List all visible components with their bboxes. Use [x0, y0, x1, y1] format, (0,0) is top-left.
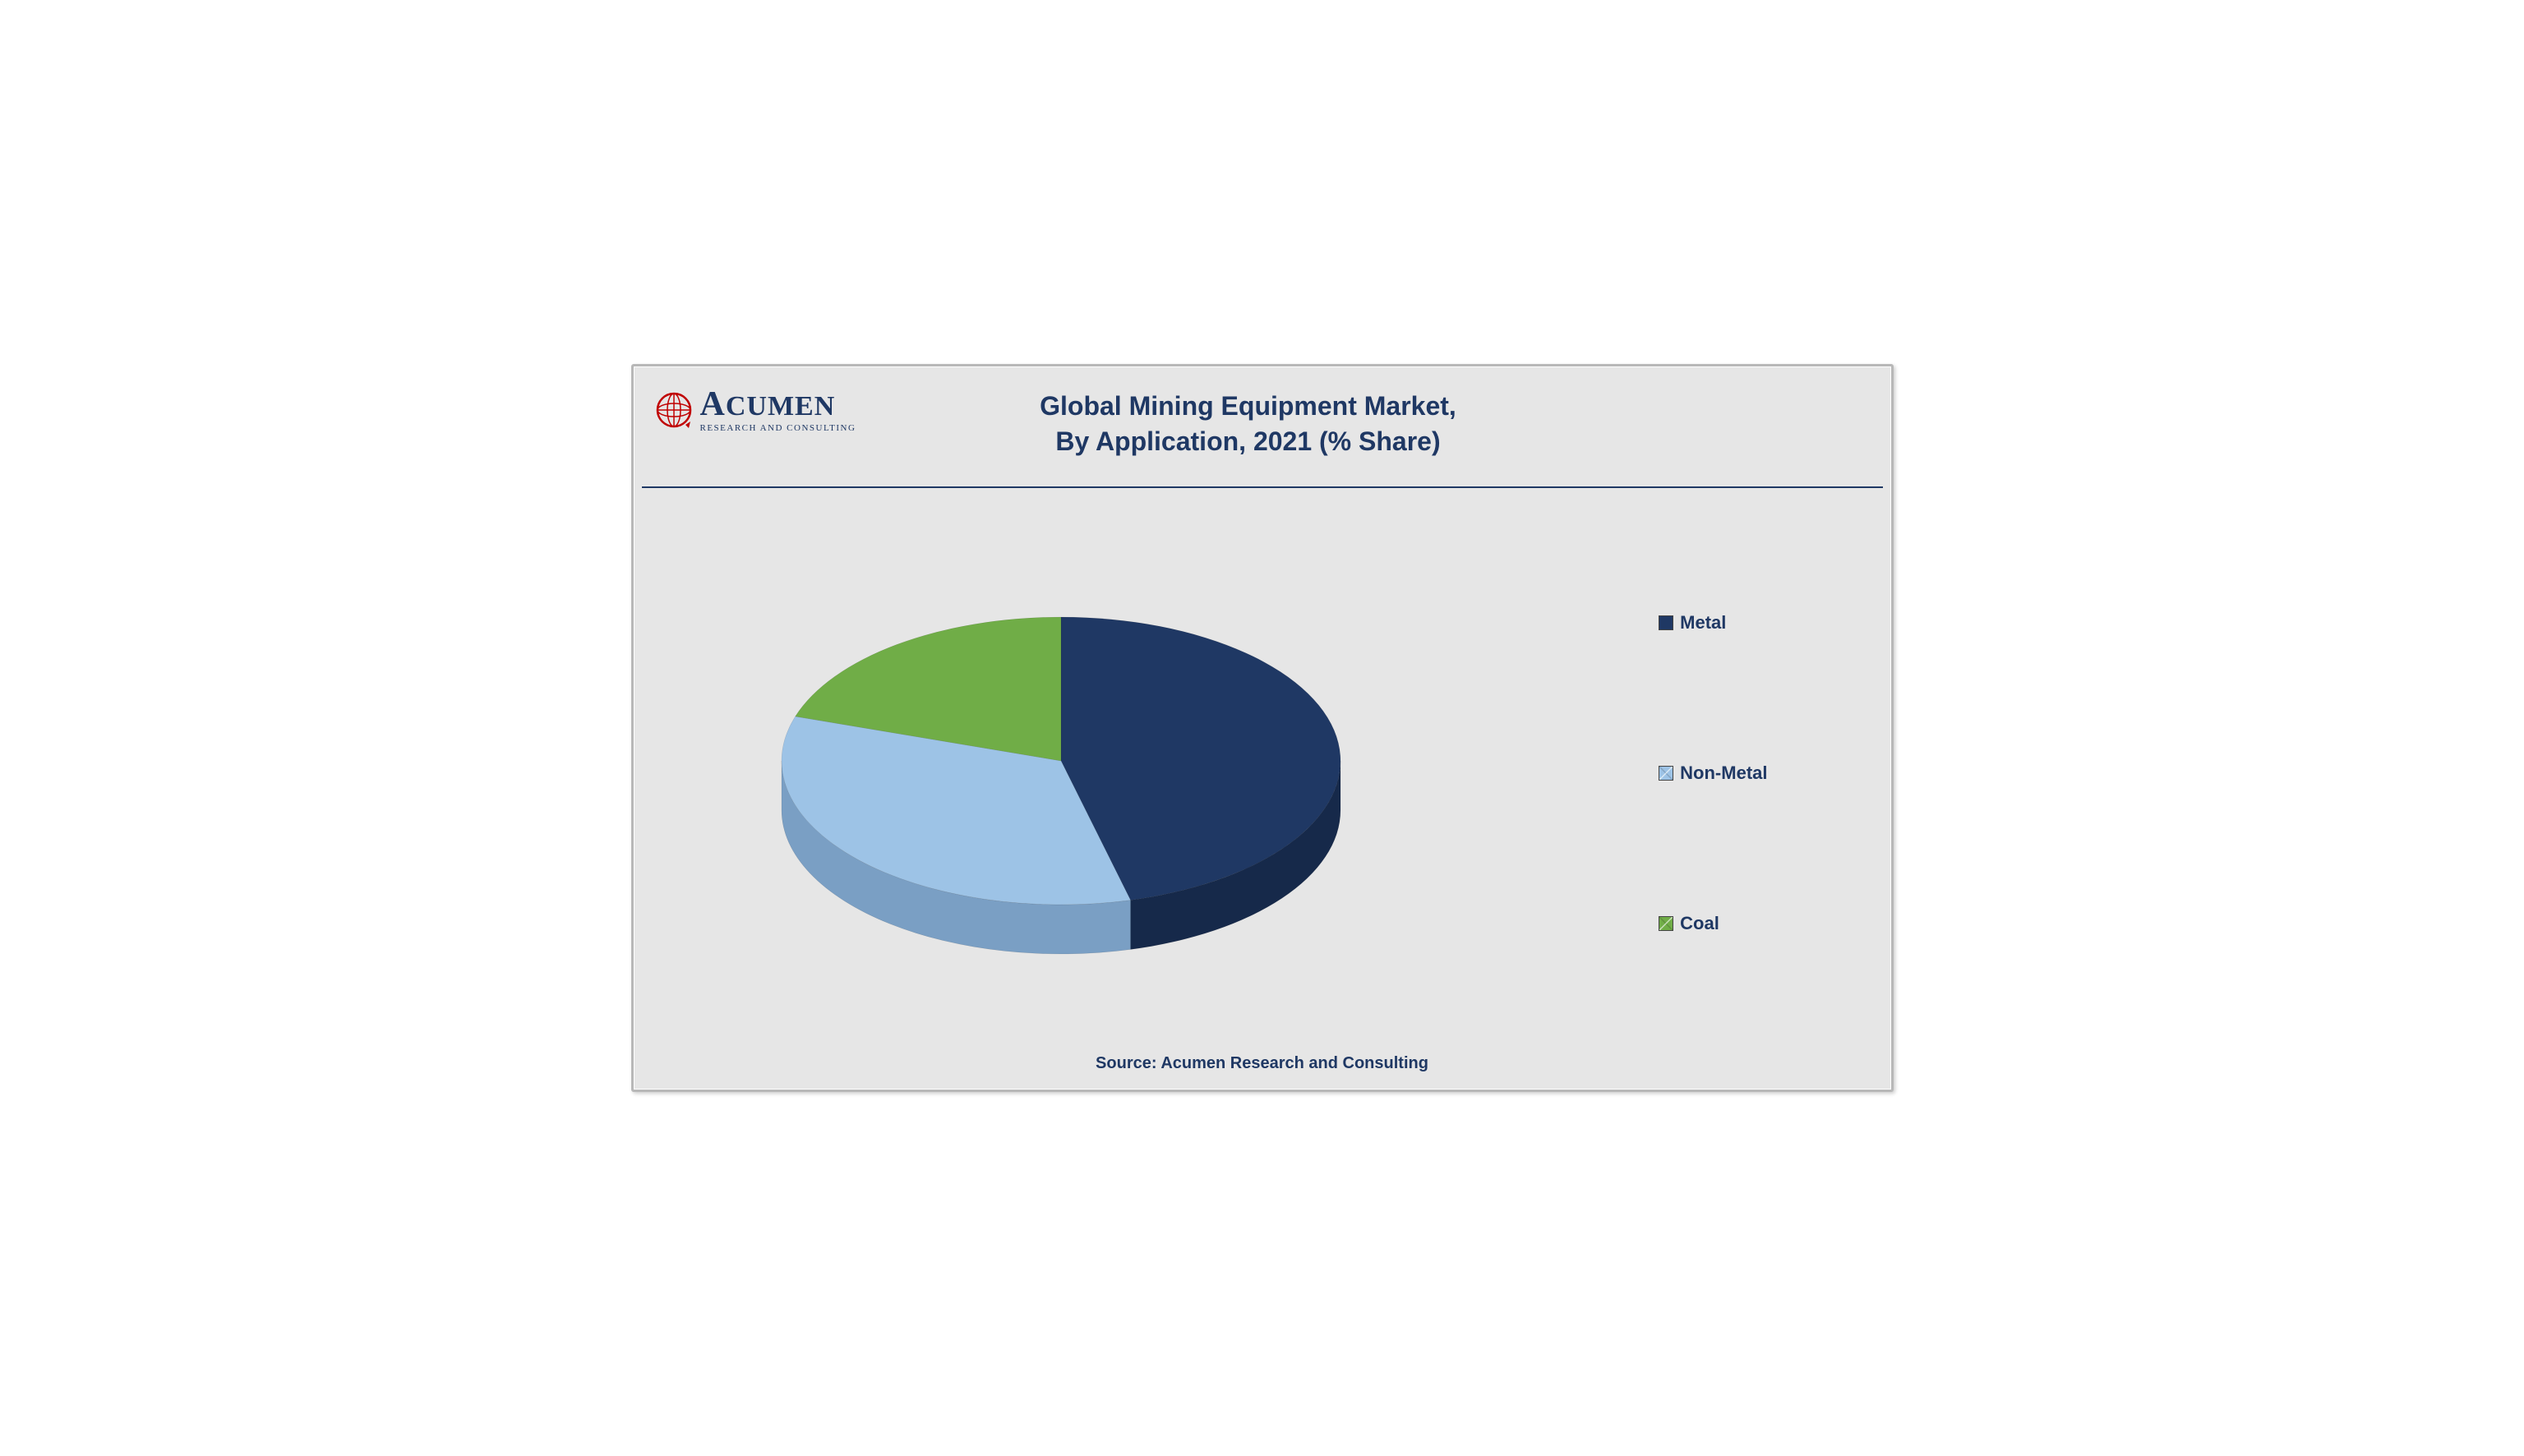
logo-brand: ACUMEN [700, 387, 856, 422]
pie-chart [745, 588, 1377, 983]
chart-frame: ACUMEN RESEARCH AND CONSULTING Global Mi… [631, 364, 1894, 1092]
title-line-2: By Application, 2021 (% Share) [856, 424, 1640, 459]
legend-label-coal: Coal [1680, 913, 1719, 934]
title-line-1: Global Mining Equipment Market, [856, 389, 1640, 424]
legend-swatch-metal [1659, 615, 1673, 630]
globe-icon [654, 390, 694, 430]
legend-item-metal: Metal [1659, 612, 1726, 634]
header: ACUMEN RESEARCH AND CONSULTING Global Mi… [634, 366, 1891, 459]
legend-label-metal: Metal [1680, 612, 1726, 634]
source-citation: Source: Acumen Research and Consulting [634, 1054, 1891, 1073]
chart-title: Global Mining Equipment Market, By Appli… [856, 389, 1640, 459]
header-divider [642, 486, 1883, 488]
legend-item-nonmetal: Non-Metal [1659, 763, 1767, 784]
logo: ACUMEN RESEARCH AND CONSULTING [654, 387, 856, 433]
logo-text: ACUMEN RESEARCH AND CONSULTING [700, 387, 856, 433]
legend-swatch-coal [1659, 916, 1673, 931]
chart-area: Metal Non-Metal Coal [634, 506, 1891, 1040]
legend: Metal Non-Metal Coal [1659, 547, 1767, 999]
legend-swatch-nonmetal [1659, 766, 1673, 781]
legend-item-coal: Coal [1659, 913, 1719, 934]
legend-label-nonmetal: Non-Metal [1680, 763, 1767, 784]
logo-tagline: RESEARCH AND CONSULTING [700, 423, 856, 433]
